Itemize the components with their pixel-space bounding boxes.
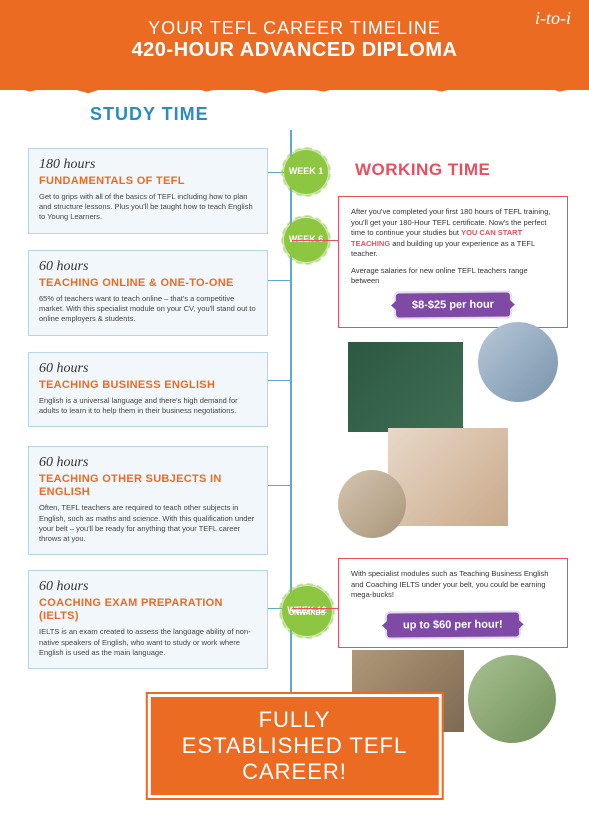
brand-logo: i-to-i xyxy=(535,8,571,29)
card-body: Get to grips with all of the basics of T… xyxy=(39,192,257,222)
salary-badge: up to $60 per hour! xyxy=(387,612,519,637)
hours-label: 60 hours xyxy=(39,455,257,471)
photo-field xyxy=(468,655,556,743)
study-card-fundamentals: 180 hours FUNDAMENTALS OF TEFL Get to gr… xyxy=(28,148,268,234)
footer-banner: FULLY ESTABLISHED TEFL CAREER! xyxy=(147,694,442,798)
card-body: Often, TEFL teachers are required to tea… xyxy=(39,503,257,544)
hours-label: 180 hours xyxy=(39,157,257,173)
photo-teacher xyxy=(338,470,406,538)
study-card-business: 60 hours TEACHING BUSINESS ENGLISH Engli… xyxy=(28,352,268,427)
hours-label: 60 hours xyxy=(39,361,257,377)
working-card-2: With specialist modules such as Teaching… xyxy=(338,558,568,648)
work-text-2: Average salaries for new online TEFL tea… xyxy=(351,266,555,287)
working-card-1: After you've completed your first 180 ho… xyxy=(338,196,568,328)
study-card-ielts: 60 hours COACHING EXAM PREPARATION (IELT… xyxy=(28,570,268,669)
card-body: IELTS is an exam created to assess the l… xyxy=(39,627,257,657)
connector xyxy=(268,380,290,381)
header-line2: 420-HOUR ADVANCED DIPLOMA xyxy=(0,39,589,62)
photo-chalkboard xyxy=(348,342,463,432)
week-1-badge: WEEK 1 xyxy=(284,150,328,194)
card-body: 65% of teachers want to teach online – t… xyxy=(39,294,257,324)
card-body: English is a universal language and ther… xyxy=(39,396,257,416)
header: i-to-i YOUR TEFL CAREER TIMELINE 420-HOU… xyxy=(0,0,589,90)
hours-label: 60 hours xyxy=(39,259,257,275)
study-time-title: STUDY TIME xyxy=(90,104,209,125)
card-title: FUNDAMENTALS OF TEFL xyxy=(39,175,257,188)
week-12-line2: ONWARDS xyxy=(282,610,332,617)
card-title: TEACHING BUSINESS ENGLISH xyxy=(39,379,257,392)
photo-students xyxy=(388,428,508,526)
header-line1: YOUR TEFL CAREER TIMELINE xyxy=(0,18,589,39)
connector xyxy=(292,240,338,241)
content: STUDY TIME WORKING TIME 180 hours FUNDAM… xyxy=(0,90,589,810)
working-time-title: WORKING TIME xyxy=(355,160,490,180)
hours-label: 60 hours xyxy=(39,579,257,595)
work-text: With specialist modules such as Teaching… xyxy=(351,569,555,601)
work-text: After you've completed your first 180 ho… xyxy=(351,207,555,260)
salary-badge: $8-$25 per hour xyxy=(396,292,510,317)
card-title: COACHING EXAM PREPARATION (IELTS) xyxy=(39,597,257,623)
study-card-online: 60 hours TEACHING ONLINE & ONE-TO-ONE 65… xyxy=(28,250,268,336)
study-card-subjects: 60 hours TEACHING OTHER SUBJECTS IN ENGL… xyxy=(28,446,268,555)
connector xyxy=(268,280,290,281)
card-title: TEACHING OTHER SUBJECTS IN ENGLISH xyxy=(39,473,257,499)
card-title: TEACHING ONLINE & ONE-TO-ONE xyxy=(39,277,257,290)
connector xyxy=(292,608,338,609)
photo-market xyxy=(478,322,558,402)
connector xyxy=(268,485,290,486)
